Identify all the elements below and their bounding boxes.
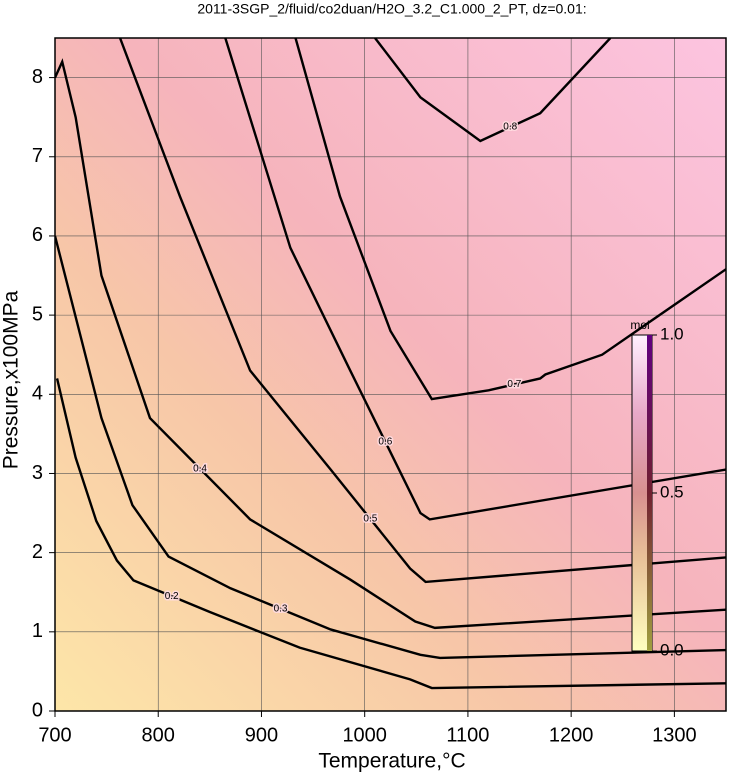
y-tick-label: 8 [32,66,43,88]
y-tick-label: 5 [32,303,43,325]
x-axis-label: Temperature,°C [318,750,465,773]
x-tick-label: 700 [38,724,71,746]
contour-label: 0.3 [274,604,288,615]
contour-line [55,58,726,630]
contour-line [55,378,726,690]
contour-label: 0.2 [165,591,179,602]
contour-line [55,235,726,660]
y-tick-label: 7 [32,145,43,167]
y-tick-label: 4 [32,383,43,405]
contour-label: 0.8 [503,122,517,133]
contour-label: 0.4 [193,463,207,474]
colorbar-label: mol [630,318,649,332]
x-tick-label: 1200 [549,724,594,746]
x-tick-label: 900 [245,724,278,746]
y-axis-label: Pressure,x100MPa [0,290,23,469]
chart-title: 2011-3SGP_2/fluid/co2duan/H2O_3.2_C1.000… [197,1,586,17]
plot-background [55,38,726,711]
plot-frame [54,37,727,712]
colorbar: mol 0.0 0.5 1.0 [630,318,683,659]
colorbar-tick-label: 1.0 [660,324,684,343]
x-tick-label: 1000 [342,724,387,746]
contour-label: 0.6 [378,436,392,447]
axes: 700 800 900 1000 1100 1200 1300 0 1 2 3 4 5 6 7 8 [32,37,727,746]
y-tick-label: 0 [32,699,43,721]
x-tick-label: 800 [142,724,175,746]
colorbar-tick-label: 0.0 [660,640,684,659]
x-tick-label: 1100 [446,724,489,746]
plot-area: 0.2 0.3 0.4 0.5 0.6 0.7 0.8 [55,38,726,711]
contour-label: 0.7 [507,379,521,390]
contour-line [224,38,726,521]
y-tick-label: 1 [32,620,43,642]
contour-line [294,38,726,401]
y-tick-label: 6 [32,224,43,246]
x-tick-label: 1300 [652,724,697,746]
contour-line [118,38,726,584]
contour-label: 0.5 [363,514,377,525]
colorbar-edge [647,335,652,651]
y-tick-label: 2 [32,541,43,563]
y-tick-label: 3 [32,462,43,484]
contour-line [374,38,612,143]
colorbar-tick-label: 0.5 [660,482,684,501]
